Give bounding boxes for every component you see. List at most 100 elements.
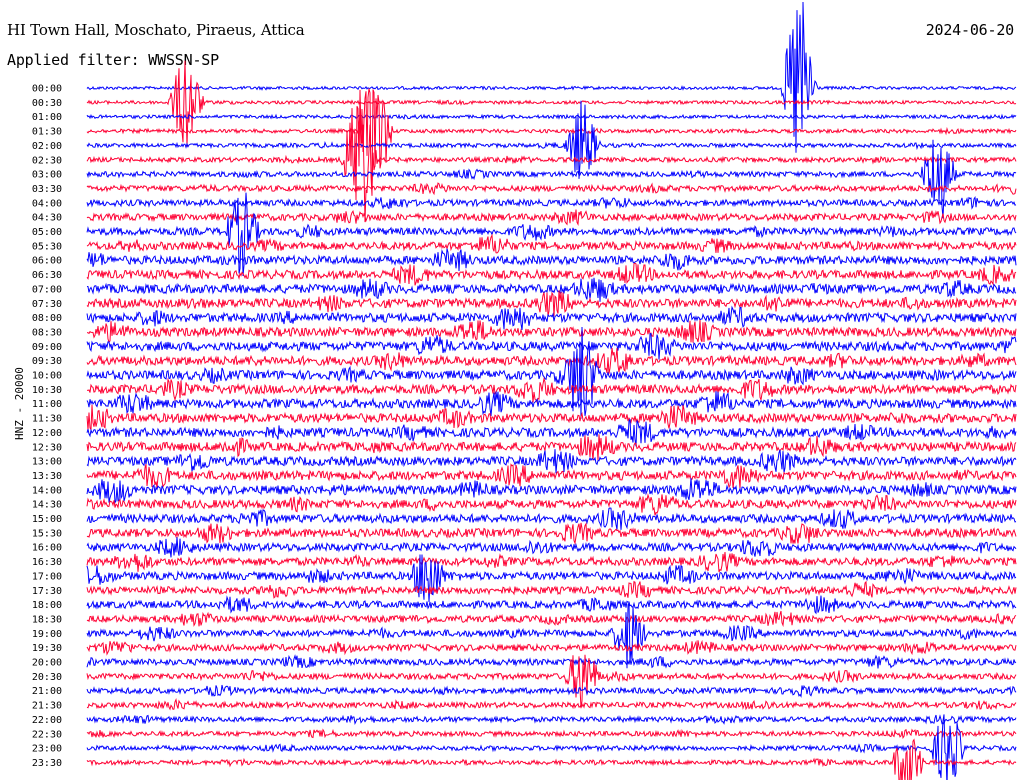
time-label: 10:00 [32, 371, 62, 382]
time-label: 10:30 [32, 385, 62, 396]
seismic-traces [86, 1, 1017, 780]
date-label: 2024-06-20 [925, 21, 1015, 39]
time-label: 14:00 [32, 485, 62, 496]
time-label: 14:30 [32, 500, 62, 511]
trace-row-1500 [86, 507, 1017, 530]
time-label: 05:30 [32, 241, 62, 252]
time-label: 18:00 [32, 600, 62, 611]
time-label: 05:00 [32, 227, 62, 238]
trace-row-2300 [86, 714, 1017, 780]
trace-row-0130 [86, 88, 1017, 196]
time-label: 11:30 [32, 414, 62, 425]
time-label: 01:00 [32, 112, 62, 123]
trace-row-2230 [86, 728, 1017, 739]
time-label: 03:30 [32, 184, 62, 195]
time-label: 23:30 [32, 758, 62, 769]
trace-row-1800 [86, 595, 1017, 615]
trace-row-0800 [86, 305, 1017, 330]
time-label: 00:00 [32, 84, 62, 95]
trace-row-0600 [86, 248, 1017, 272]
trace-row-0030 [86, 60, 1017, 147]
time-label: 08:00 [32, 313, 62, 324]
time-label: 16:30 [32, 557, 62, 568]
time-label: 16:00 [32, 543, 62, 554]
trace-row-1830 [86, 610, 1017, 628]
time-label: 19:00 [32, 629, 62, 640]
trace-row-0000 [86, 1, 1017, 153]
time-label: 19:30 [32, 643, 62, 654]
time-label: 20:00 [32, 658, 62, 669]
time-labels: 00:00 00:30 01:00 01:30 02:00 02:30 03:00 03:30… [32, 84, 62, 769]
trace-row-0230 [86, 89, 1017, 223]
trace-row-2200 [86, 714, 1017, 726]
trace-row-0200 [86, 100, 1017, 179]
trace-row-1730 [86, 580, 1017, 599]
time-label: 18:30 [32, 614, 62, 625]
time-label: 06:00 [32, 256, 62, 267]
time-label: 13:00 [32, 457, 62, 468]
trace-row-2000 [86, 654, 1017, 669]
trace-row-0430 [86, 209, 1017, 227]
trace-row-0900 [86, 333, 1017, 360]
trace-row-0630 [86, 262, 1017, 286]
filter-label: Applied filter: WWSSN-SP [7, 51, 219, 69]
trace-row-0700 [86, 277, 1017, 302]
time-label: 07:30 [32, 299, 62, 310]
trace-row-0330 [86, 182, 1017, 196]
trace-row-0100 [86, 113, 1017, 120]
time-label: 00:30 [32, 98, 62, 109]
trace-row-1230 [86, 434, 1017, 461]
trace-row-0830 [86, 319, 1017, 343]
time-label: 20:30 [32, 672, 62, 683]
trace-row-1300 [86, 449, 1017, 474]
time-label: 08:30 [32, 327, 62, 338]
time-label: 17:30 [32, 586, 62, 597]
trace-row-1630 [86, 552, 1017, 573]
trace-row-1930 [86, 639, 1017, 656]
time-label: 09:00 [32, 342, 62, 353]
trace-row-0930 [86, 347, 1017, 374]
trace-row-1330 [86, 463, 1017, 489]
time-label: 15:30 [32, 528, 62, 539]
trace-row-0500 [86, 192, 1017, 277]
trace-row-1200 [86, 418, 1017, 447]
time-label: 22:30 [32, 729, 62, 740]
trace-row-2330 [86, 738, 1017, 780]
trace-row-2030 [86, 654, 1017, 709]
trace-row-1400 [86, 478, 1017, 505]
trace-row-1530 [86, 522, 1017, 545]
trace-row-0400 [86, 195, 1017, 210]
trace-row-1000 [86, 326, 1017, 419]
time-label: 06:30 [32, 270, 62, 281]
trace-row-2100 [86, 684, 1017, 698]
trace-row-1430 [86, 493, 1017, 516]
trace-row-1130 [86, 404, 1017, 432]
station-title: HI Town Hall, Moschato, Piraeus, Attica [7, 21, 305, 39]
time-label: 04:30 [32, 213, 62, 224]
trace-row-0300 [86, 139, 1017, 219]
trace-row-1100 [86, 391, 1017, 416]
time-label: 09:30 [32, 356, 62, 367]
time-label: 15:00 [32, 514, 62, 525]
trace-row-2130 [86, 698, 1017, 711]
trace-row-0530 [86, 233, 1017, 254]
time-label: 17:00 [32, 571, 62, 582]
trace-row-1600 [86, 537, 1017, 558]
trace-row-1030 [86, 376, 1017, 404]
trace-row-1700 [86, 554, 1017, 603]
time-label: 12:00 [32, 428, 62, 439]
time-label: 13:30 [32, 471, 62, 482]
time-label: 23:00 [32, 744, 62, 755]
time-label: 22:00 [32, 715, 62, 726]
time-label: 01:30 [32, 127, 62, 138]
time-label: 03:00 [32, 170, 62, 181]
time-label: 21:30 [32, 701, 62, 712]
trace-row-0730 [86, 290, 1017, 317]
time-label: 12:30 [32, 442, 62, 453]
time-label: 04:00 [32, 198, 62, 209]
time-label: 11:00 [32, 399, 62, 410]
time-label: 02:30 [32, 155, 62, 166]
time-label: 02:00 [32, 141, 62, 152]
trace-row-1900 [86, 602, 1017, 669]
